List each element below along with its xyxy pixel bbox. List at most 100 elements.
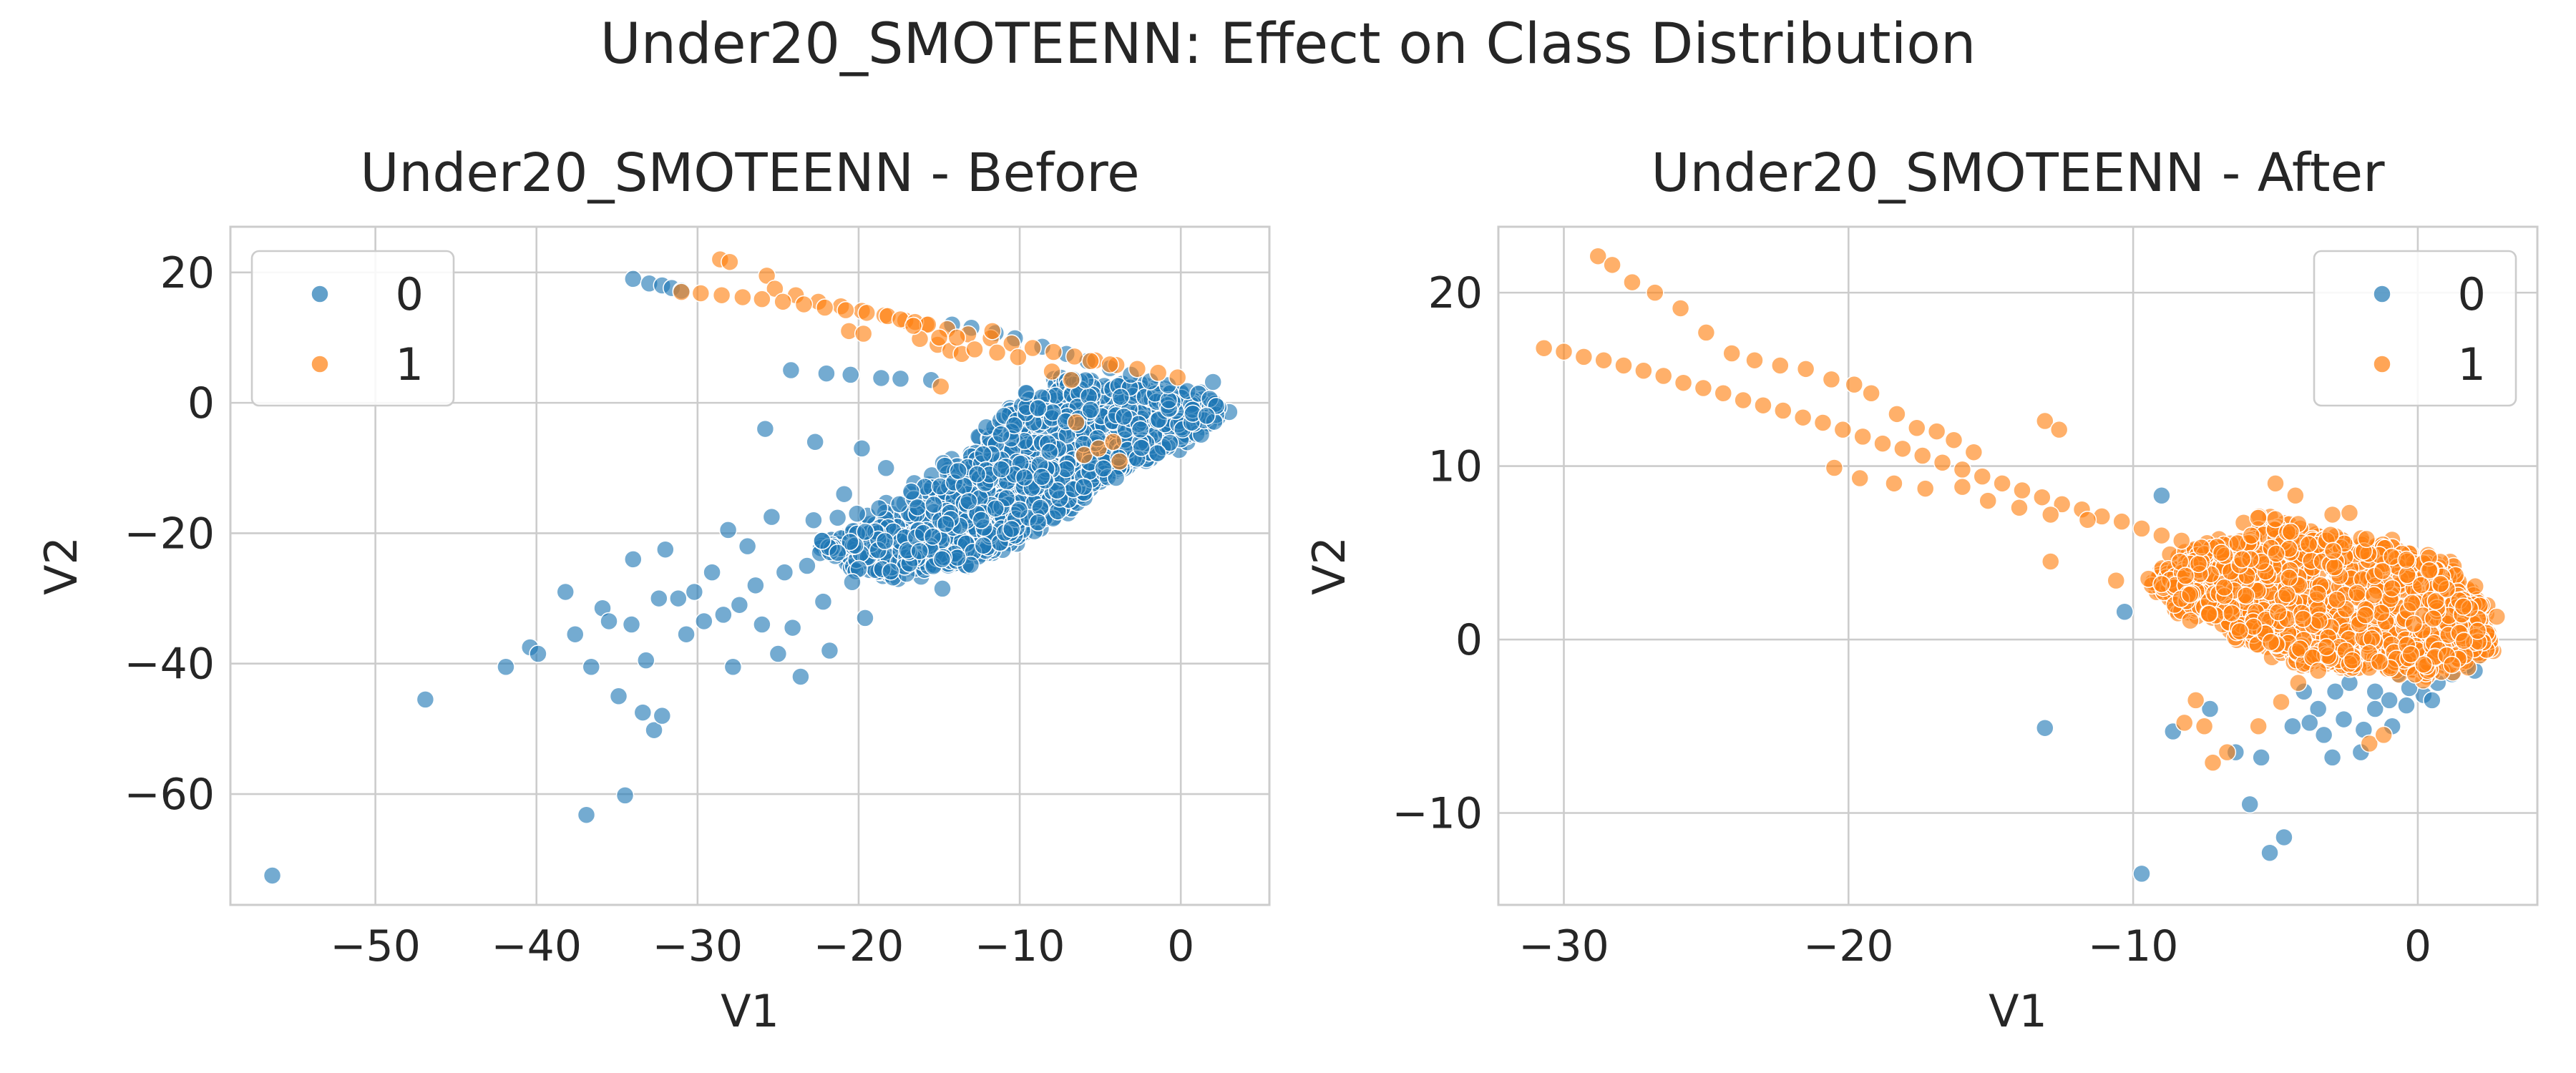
scatter-point-class-1 bbox=[2132, 519, 2151, 538]
scatter-point-class-0 bbox=[974, 445, 992, 464]
scatter-point-class-1 bbox=[1893, 439, 1912, 459]
scatter-point-class-0 bbox=[806, 433, 824, 451]
scatter-point-class-1 bbox=[2343, 651, 2362, 670]
scatter-point-class-1 bbox=[672, 283, 691, 301]
scatter-point-class-1 bbox=[2308, 584, 2328, 603]
scatter-point-class-1 bbox=[2286, 486, 2305, 505]
scatter-point-class-0 bbox=[622, 615, 641, 634]
scatter-point-class-0 bbox=[714, 605, 733, 624]
scatter-point-class-0 bbox=[875, 531, 894, 551]
scatter-point-class-0 bbox=[1204, 373, 1222, 391]
scatter-point-class-1 bbox=[1674, 373, 1693, 392]
scatter-point-class-1 bbox=[2323, 505, 2342, 524]
scatter-point-class-1 bbox=[2401, 645, 2420, 664]
scatter-point-class-1 bbox=[2424, 609, 2443, 628]
x-tick-label: −10 bbox=[2088, 921, 2179, 971]
scatter-point-class-0 bbox=[685, 582, 704, 602]
x-tick-label: −30 bbox=[653, 921, 743, 971]
scatter-point-class-1 bbox=[2454, 597, 2473, 616]
scatter-point-class-0 bbox=[910, 542, 929, 561]
scatter-point-class-1 bbox=[2078, 510, 2097, 529]
scatter-point-class-1 bbox=[712, 285, 731, 305]
scatter-point-class-0 bbox=[932, 550, 952, 569]
scatter-point-class-1 bbox=[1603, 255, 1621, 275]
scatter-point-class-1 bbox=[1979, 491, 1997, 510]
scatter-point-class-1 bbox=[2289, 673, 2308, 692]
scatter-point-class-0 bbox=[1094, 459, 1113, 478]
scatter-point-class-0 bbox=[2132, 864, 2151, 883]
legend: 01 bbox=[2313, 250, 2517, 407]
scatter-point-class-1 bbox=[983, 322, 1002, 340]
scatter-point-class-1 bbox=[1671, 299, 1690, 318]
scatter-point-class-0 bbox=[820, 641, 839, 660]
figure-suptitle: Under20_SMOTEENN: Effect on Class Distri… bbox=[600, 12, 1976, 77]
scatter-point-class-1 bbox=[2218, 743, 2237, 762]
y-tick-label: −40 bbox=[124, 640, 215, 690]
scatter-point-class-0 bbox=[986, 499, 1005, 518]
scatter-point-class-1 bbox=[930, 328, 949, 347]
scatter-point-class-1 bbox=[2280, 568, 2298, 587]
scatter-point-class-1 bbox=[2052, 495, 2072, 514]
scatter-point-class-0 bbox=[791, 667, 810, 686]
scatter-point-class-1 bbox=[2323, 542, 2343, 561]
scatter-point-class-1 bbox=[2192, 538, 2211, 557]
scatter-point-class-0 bbox=[1048, 481, 1067, 500]
scatter-point-class-0 bbox=[730, 595, 749, 614]
scatter-point-class-1 bbox=[854, 324, 873, 343]
scatter-point-class-0 bbox=[1040, 442, 1059, 461]
y-tick-label: 20 bbox=[160, 248, 215, 298]
scatter-point-class-0 bbox=[992, 425, 1010, 444]
scatter-point-class-0 bbox=[1197, 406, 1216, 426]
x-tick-label: −10 bbox=[975, 921, 1065, 971]
scatter-point-class-1 bbox=[1043, 362, 1061, 381]
scatter-point-class-0 bbox=[933, 579, 952, 598]
scatter-point-class-0 bbox=[817, 364, 836, 383]
scatter-point-class-0 bbox=[2283, 717, 2302, 736]
scatter-point-class-1 bbox=[2212, 544, 2231, 562]
scatter-point-class-0 bbox=[497, 657, 515, 677]
scatter-point-class-0 bbox=[813, 531, 831, 550]
scatter-point-class-0 bbox=[783, 618, 802, 637]
scatter-point-class-1 bbox=[1574, 348, 1594, 366]
scatter-point-class-1 bbox=[2010, 499, 2029, 517]
x-tick-label: −40 bbox=[491, 921, 582, 971]
y-tick-label: −20 bbox=[124, 509, 215, 559]
scatter-point-class-1 bbox=[757, 266, 776, 285]
scatter-point-class-1 bbox=[721, 253, 739, 271]
scatter-point-class-1 bbox=[2249, 509, 2268, 527]
scatter-point-class-0 bbox=[2366, 682, 2384, 701]
scatter-point-class-0 bbox=[416, 690, 435, 709]
scatter-point-class-1 bbox=[1623, 273, 1641, 292]
legend: 01 bbox=[250, 250, 455, 407]
scatter-point-class-1 bbox=[2176, 567, 2195, 585]
scatter-point-class-0 bbox=[756, 419, 775, 438]
scatter-point-class-1 bbox=[2398, 565, 2416, 584]
scatter-point-class-1 bbox=[1908, 418, 1926, 437]
scatter-point-class-1 bbox=[1796, 360, 1815, 378]
axes-title: Under20_SMOTEENN - After bbox=[1651, 142, 2385, 204]
scatter-point-class-0 bbox=[1132, 438, 1151, 457]
scatter-point-class-1 bbox=[1697, 323, 1716, 342]
scatter-point-class-1 bbox=[1534, 338, 1553, 358]
scatter-point-class-0 bbox=[645, 720, 663, 740]
scatter-point-class-0 bbox=[856, 522, 874, 542]
scatter-point-class-1 bbox=[2237, 586, 2255, 605]
scatter-point-class-1 bbox=[1964, 443, 1984, 461]
scatter-point-class-0 bbox=[1075, 477, 1093, 496]
scatter-point-class-1 bbox=[904, 316, 923, 335]
scatter-point-class-1 bbox=[932, 377, 950, 396]
scatter-point-class-1 bbox=[1793, 408, 1813, 427]
scatter-point-class-1 bbox=[2278, 584, 2296, 604]
scatter-point-class-1 bbox=[1888, 405, 1906, 423]
scatter-point-class-1 bbox=[1927, 422, 1946, 441]
scatter-point-class-0 bbox=[2200, 700, 2220, 718]
scatter-point-class-1 bbox=[1634, 361, 1653, 380]
scatter-point-class-1 bbox=[2310, 611, 2328, 630]
scatter-point-class-0 bbox=[769, 645, 788, 663]
scatter-point-class-0 bbox=[1017, 383, 1035, 402]
scatter-point-class-0 bbox=[834, 484, 854, 504]
scatter-point-class-1 bbox=[987, 343, 1007, 362]
scatter-point-class-0 bbox=[1033, 467, 1051, 486]
scatter-point-class-0 bbox=[633, 703, 653, 722]
